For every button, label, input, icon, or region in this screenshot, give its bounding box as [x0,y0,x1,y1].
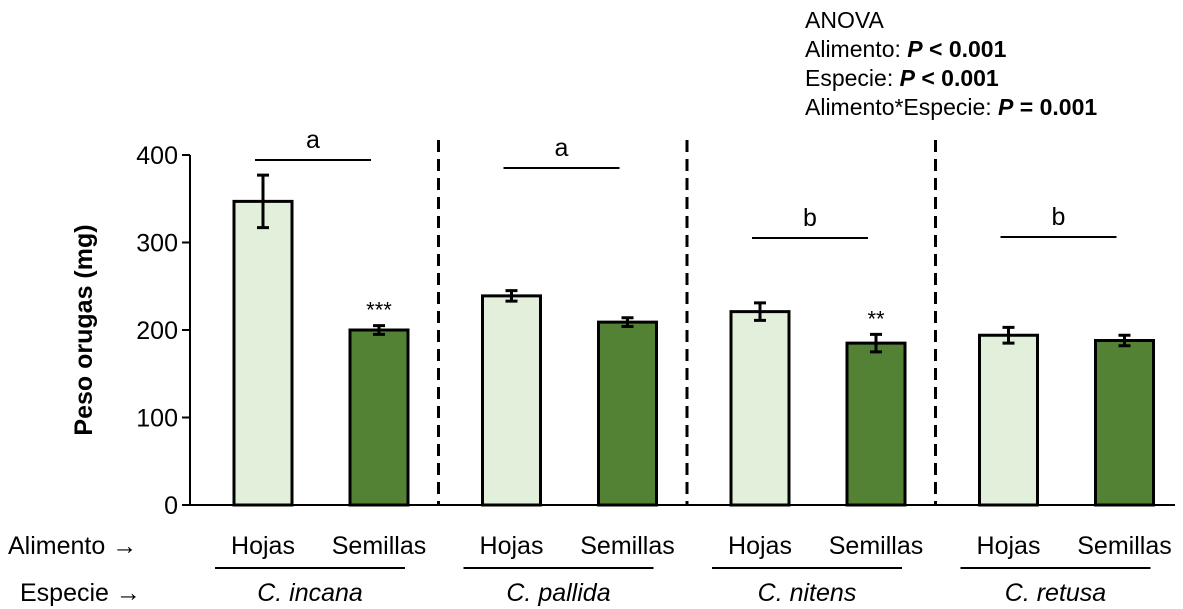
group-letter: b [803,204,817,232]
x-tick-label-especie: C. retusa [1005,579,1107,607]
alimento-row-label: Alimento → [8,532,137,560]
y-tick-label: 100 [136,405,178,433]
x-tick-label-alimento: Semillas [332,532,426,560]
x-tick-label-alimento: Hojas [728,532,792,560]
anova-line-alimento: Alimento: P < 0.001 [805,36,1007,62]
significance-marker: ** [867,306,885,331]
bar-cretusa-semillas [1094,339,1155,507]
anova-annotation: ANOVA Alimento: P < 0.001 Especie: P < 0… [805,6,1097,122]
bar-cretusa-hojas [978,333,1039,507]
x-tick-label-especie: C. pallida [506,579,610,607]
group-letter: b [1052,203,1066,231]
y-axis-label: Peso orugas (mg) [70,224,98,435]
y-tick-label: 0 [164,492,178,520]
significance-marker: *** [366,298,392,323]
anova-line-especie: Especie: P < 0.001 [805,65,999,91]
anova-title: ANOVA [805,7,884,33]
bar-cpallida-hojas [481,294,542,507]
x-tick-label-especie: C. nitens [758,579,857,607]
x-tick-label-alimento: Semillas [829,532,923,560]
especie-row-label: Especie → [20,579,141,607]
bar-cincana-semillas [348,328,410,507]
x-tick-label-alimento: Semillas [580,532,674,560]
bar-cincana-hojas [232,199,294,507]
group-letter: a [306,126,320,154]
x-tick-label-especie: C. incana [257,579,363,607]
bar-cpallida-semillas [597,320,658,507]
anova-line-interaction: Alimento*Especie: P = 0.001 [805,94,1098,120]
bar-cnitens-semillas [845,341,907,507]
y-tick-label: 300 [136,230,178,258]
x-tick-label-alimento: Hojas [480,532,544,560]
x-tick-label-alimento: Hojas [231,532,295,560]
group-letter: a [555,134,569,162]
bar-cnitens-hojas [729,310,791,507]
y-tick-label: 400 [136,142,178,170]
x-tick-label-alimento: Hojas [977,532,1041,560]
x-tick-label-alimento: Semillas [1077,532,1171,560]
y-tick-label: 200 [136,317,178,345]
